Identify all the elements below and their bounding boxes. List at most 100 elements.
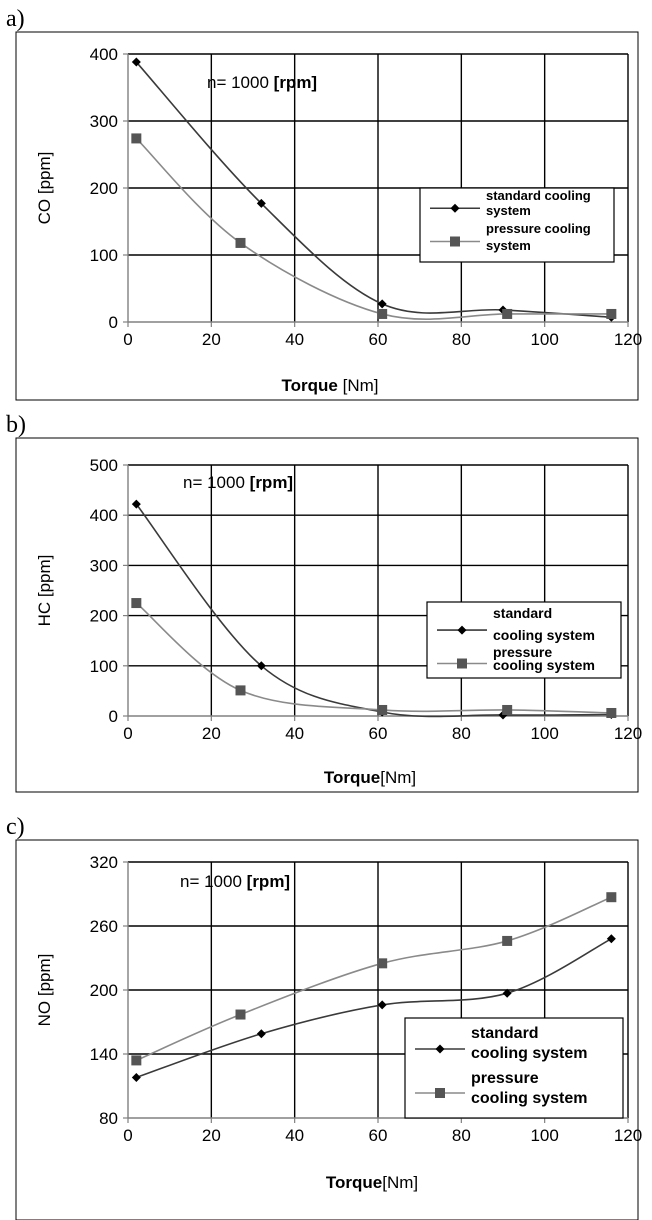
- x-tick-label: 80: [452, 1126, 471, 1145]
- data-point: [235, 685, 246, 696]
- legend-label-line1: standard: [493, 605, 552, 621]
- legend-label-line2: cooling system: [493, 657, 595, 673]
- data-point: [502, 988, 512, 998]
- series-pressure: [131, 133, 617, 321]
- chart-panel-3: c) 0 20 40 60 80 100 120 80 140 200 260 320 NO [ppm] T…: [6, 814, 642, 1220]
- y-tick-label: 400: [90, 506, 118, 525]
- data-point: [502, 704, 513, 715]
- data-point: [256, 661, 266, 671]
- x-axis-label-unit: [Nm]: [382, 1173, 418, 1192]
- speed-annotation-unit: [rpm]: [250, 473, 293, 492]
- x-tick-label: 40: [285, 724, 304, 743]
- legend-label-line2: system: [486, 203, 531, 218]
- chart-panel-1: a) 0 20 40 60 80 100 120 0 100 200 300 400 CO [ppm] To…: [6, 6, 642, 401]
- data-point: [502, 308, 513, 319]
- legend-label-line2: cooling system: [471, 1090, 587, 1107]
- speed-annotation-unit: [rpm]: [274, 73, 317, 92]
- legend-item-standard: standard cooling system: [415, 1025, 587, 1062]
- x-axis-label-main: Torque: [326, 1173, 382, 1192]
- legend-box: [426, 601, 622, 679]
- x-tick-label: 100: [530, 1126, 558, 1145]
- data-point: [235, 237, 246, 248]
- data-point: [256, 198, 266, 208]
- series-line: [135, 137, 612, 321]
- speed-annotation-value: n= 1000: [207, 73, 274, 92]
- panel-letter: c): [6, 814, 25, 840]
- y-tick-label: 100: [90, 246, 118, 265]
- y-tick-label: 260: [90, 917, 118, 936]
- y-tick-label: 80: [99, 1109, 118, 1128]
- legend-item-standard: standard cooling system: [437, 605, 595, 643]
- legend-item-pressure: pressure cooling system: [415, 1070, 587, 1107]
- y-tick-label: 200: [90, 981, 118, 1000]
- x-tick-label: 80: [452, 724, 471, 743]
- x-tick-label: 60: [369, 724, 388, 743]
- panel-frame: [15, 437, 639, 793]
- series-standard: [131, 934, 616, 1082]
- y-axis-label: CO [ppm]: [35, 152, 54, 225]
- data-point: [377, 958, 388, 969]
- x-tick-label: 40: [285, 330, 304, 349]
- legend-marker: [457, 625, 467, 635]
- x-tick-label: 0: [123, 1126, 132, 1145]
- data-point: [606, 707, 617, 718]
- x-axis-label-unit: [Nm]: [380, 768, 416, 787]
- speed-annotation-value: n= 1000: [180, 872, 247, 891]
- x-tick-label: 20: [202, 724, 221, 743]
- y-tick-label: 0: [109, 313, 118, 332]
- x-axis-label: Torque[Nm]: [326, 1173, 418, 1192]
- speed-annotation-unit: [rpm]: [247, 872, 290, 891]
- legend-label-line1: pressure: [471, 1070, 539, 1087]
- x-tick-label: 0: [123, 330, 132, 349]
- y-axis-label: HC [ppm]: [35, 555, 54, 627]
- legend-label-line1: standard cooling: [486, 188, 591, 203]
- legend-box: [419, 187, 615, 263]
- data-point: [606, 308, 617, 319]
- legend-label-line2: system: [486, 238, 531, 253]
- legend-label-line2: cooling system: [471, 1045, 587, 1062]
- panel-letter: a): [6, 6, 25, 32]
- speed-annotation: n= 1000 [rpm]: [207, 73, 317, 92]
- y-tick-label: 300: [90, 112, 118, 131]
- y-tick-label: 500: [90, 456, 118, 475]
- x-tick-label: 100: [530, 330, 558, 349]
- data-point: [235, 1009, 246, 1020]
- legend-label-line1: pressure: [493, 644, 552, 660]
- legend-marker: [450, 236, 460, 247]
- data-point: [377, 299, 387, 309]
- x-tick-label: 120: [614, 1126, 642, 1145]
- legend-marker: [457, 658, 467, 669]
- speed-annotation: n= 1000 [rpm]: [183, 473, 293, 492]
- legend-label-line1: standard: [471, 1025, 539, 1042]
- y-tick-label: 140: [90, 1045, 118, 1064]
- panel-frame: [15, 31, 639, 401]
- data-point: [256, 1029, 266, 1039]
- y-tick-label: 0: [109, 707, 118, 726]
- data-point: [377, 1000, 387, 1010]
- panel-letter: b): [6, 412, 26, 438]
- legend-box: [404, 1017, 624, 1119]
- speed-annotation: n= 1000 [rpm]: [180, 872, 290, 891]
- x-tick-label: 60: [369, 1126, 388, 1145]
- y-tick-label: 200: [90, 607, 118, 626]
- x-tick-label: 0: [123, 724, 132, 743]
- data-point: [606, 892, 617, 903]
- panel-frame: [15, 839, 639, 1220]
- chart-panel-2: b) 0 20 40 60 80 100 120 0 100 200 300 400 500 HC [ppm…: [6, 412, 642, 793]
- data-point: [606, 934, 616, 944]
- data-point: [131, 57, 141, 67]
- x-tick-label: 20: [202, 330, 221, 349]
- legend-marker: [435, 1088, 445, 1098]
- legend-label-line1: pressure cooling: [486, 221, 591, 236]
- y-tick-label: 200: [90, 179, 118, 198]
- y-tick-label: 320: [90, 853, 118, 872]
- speed-annotation-value: n= 1000: [183, 473, 250, 492]
- legend: standard cooling system pressure cooling sy…: [404, 1017, 624, 1119]
- data-point: [131, 133, 142, 144]
- x-axis-label: Torque [Nm]: [282, 376, 379, 395]
